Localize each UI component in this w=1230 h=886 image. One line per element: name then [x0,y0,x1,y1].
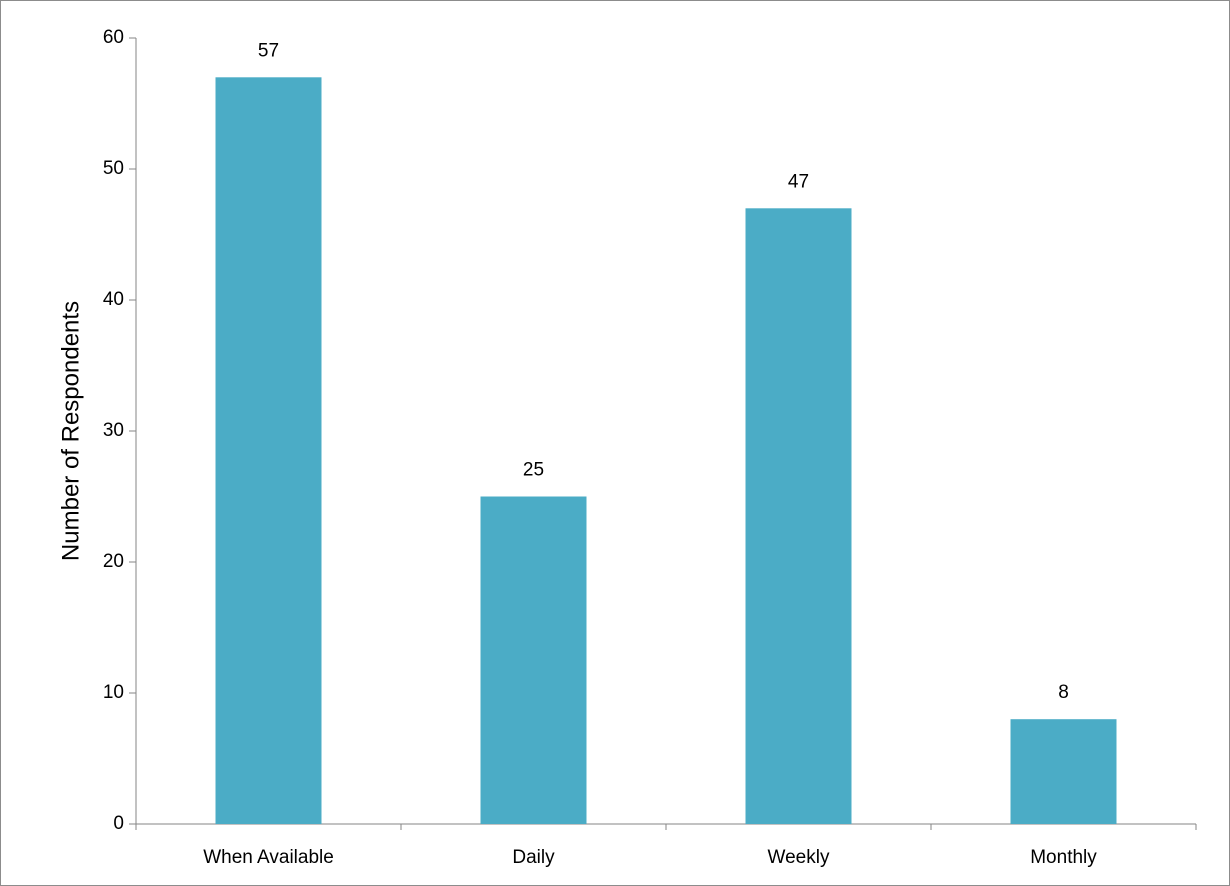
y-tick-label: 50 [103,158,124,179]
y-tick-label: 20 [103,551,124,572]
data-labels-group: 57 25 47 8 [258,40,1069,703]
y-axis: 0 10 20 30 40 50 60 [103,27,137,834]
x-category-label: When Available [203,847,334,868]
y-tick-label: 40 [103,289,124,310]
x-category-label: Daily [512,847,555,868]
x-category-label: Weekly [768,847,830,868]
category-labels-group: When Available Daily Weekly Monthly [203,847,1097,868]
bar [1010,719,1117,824]
y-tick-label: 10 [103,682,124,703]
y-tick-label: 0 [113,813,124,834]
bars-group [215,77,1117,825]
data-label: 57 [258,40,279,61]
x-category-label: Monthly [1030,847,1097,868]
x-axis [135,823,1197,830]
data-label: 25 [523,460,544,481]
y-tick-label: 60 [103,27,124,48]
data-label: 8 [1058,682,1069,703]
bar [745,208,852,825]
data-label: 47 [788,171,809,192]
y-tick-label: 30 [103,420,124,441]
bar [480,496,587,824]
y-axis-title: Number of Respondents [57,301,84,561]
bar [215,77,322,825]
